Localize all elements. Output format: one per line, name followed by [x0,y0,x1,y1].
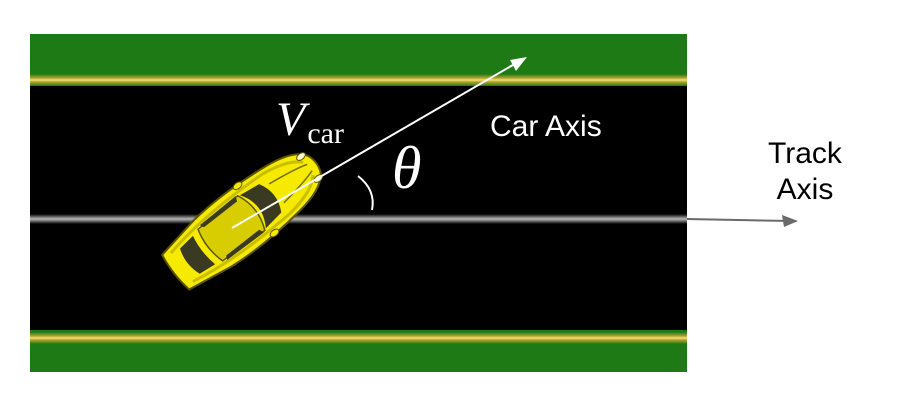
car-axis-arrow [231,61,519,229]
arrowhead-icon [782,215,798,227]
track-center-line [30,214,687,224]
angle-arc [357,175,374,211]
track-axis-label: Track Axis [768,137,842,206]
velocity-label: Vcar [276,96,344,149]
velocity-subscript: car [307,117,344,150]
track-edge-bottom [30,332,687,344]
arrowhead-icon [510,57,527,71]
angle-label: θ [392,135,422,201]
track-edge-top [30,74,687,86]
track-axis-arrow [686,218,791,222]
road-surface [30,86,687,334]
velocity-symbol: V [276,93,306,146]
car-axis-label: Car Axis [490,110,602,143]
